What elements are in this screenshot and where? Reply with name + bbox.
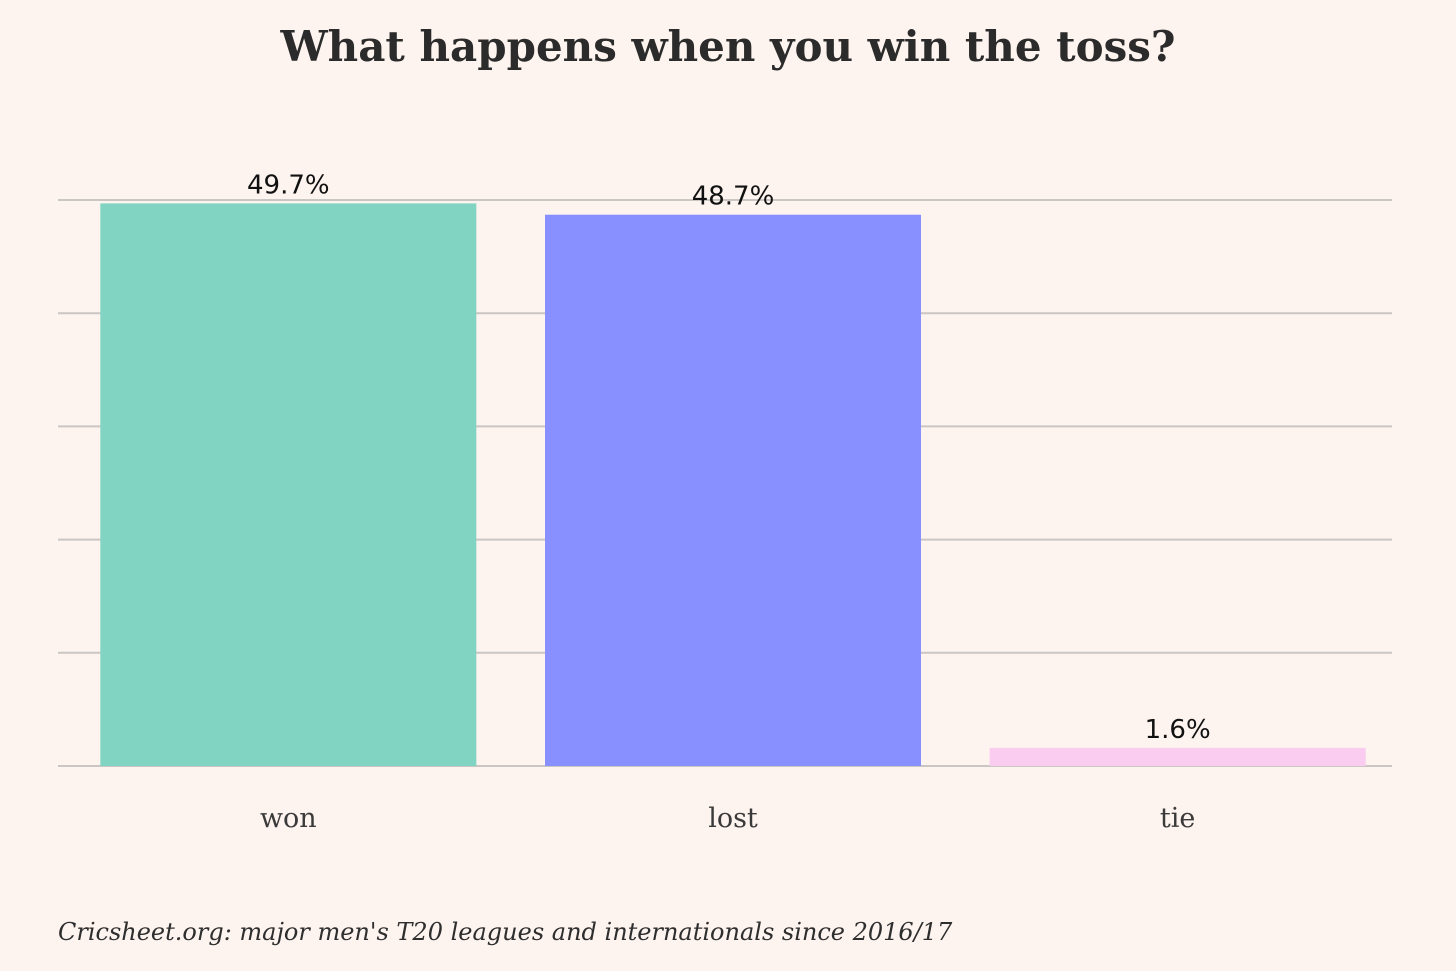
category-label-won: won: [260, 803, 317, 834]
bars: [100, 203, 1366, 766]
category-label-lost: lost: [708, 803, 758, 834]
value-label-won: 49.7%: [247, 170, 330, 200]
source-note: Cricsheet.org: major men's T20 leagues a…: [58, 918, 953, 946]
category-labels: won lost tie: [260, 803, 1195, 834]
category-label-tie: tie: [1160, 803, 1195, 834]
bar-won: [100, 203, 477, 766]
value-labels: 49.7% 48.7% 1.6%: [247, 170, 1211, 744]
bar-lost: [545, 214, 921, 766]
value-label-lost: 48.7%: [692, 182, 775, 212]
value-label-tie: 1.6%: [1145, 715, 1211, 745]
chart-title: What happens when you win the toss?: [280, 22, 1176, 71]
bar-tie: [989, 747, 1366, 766]
